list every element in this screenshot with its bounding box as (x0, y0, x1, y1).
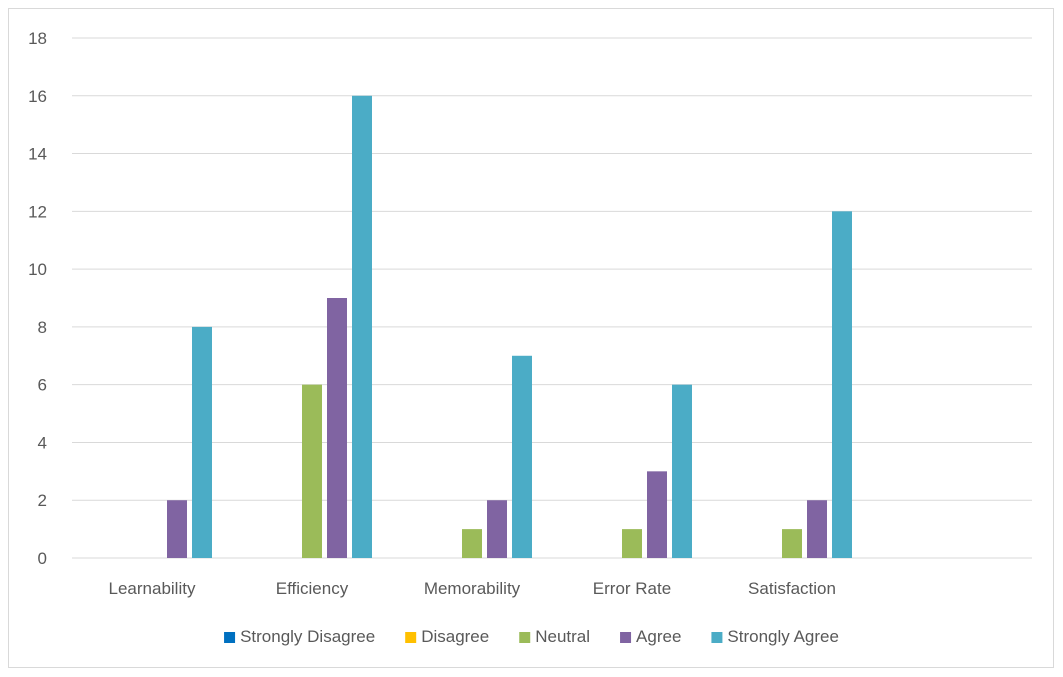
bar (352, 95, 372, 559)
bar (622, 529, 642, 558)
y-tick-label: 18 (28, 29, 47, 48)
x-tick-label: Satisfaction (748, 579, 836, 598)
bar (487, 500, 507, 558)
y-tick-label: 12 (28, 202, 47, 221)
legend-label: Neutral (535, 627, 590, 646)
x-tick-label: Error Rate (593, 579, 671, 598)
legend-swatch (405, 632, 417, 643)
bar (462, 529, 482, 558)
y-tick-label: 10 (28, 260, 47, 279)
y-tick-label: 16 (28, 87, 47, 106)
legend-label: Agree (636, 627, 681, 646)
y-axis-ticks: 0 2 4 6 8 10 12 14 16 18 (28, 29, 47, 568)
bar (512, 355, 532, 558)
y-tick-label: 14 (28, 145, 47, 164)
legend-swatch (620, 632, 632, 643)
x-tick-label: Learnability (109, 579, 196, 598)
bar (327, 298, 347, 558)
y-tick-label: 2 (38, 491, 47, 510)
bar (167, 500, 187, 558)
legend-swatch (711, 632, 723, 643)
x-axis-ticks: Learnability Efficiency Memorability Error … (109, 579, 836, 598)
y-tick-label: 6 (38, 376, 47, 395)
legend-item: Disagree (405, 627, 489, 646)
legend-label: Strongly Disagree (240, 627, 375, 646)
bar (672, 384, 692, 558)
legend-swatch (224, 632, 236, 643)
gridlines (72, 37, 1032, 559)
x-tick-label: Memorability (424, 579, 521, 598)
legend-item: Strongly Disagree (224, 627, 375, 646)
bar (302, 384, 322, 558)
y-tick-label: 4 (38, 433, 47, 452)
legend-item: Neutral (519, 627, 590, 646)
bar (782, 529, 802, 558)
y-tick-label: 0 (38, 549, 47, 568)
bar (832, 211, 852, 559)
bar (807, 500, 827, 558)
legend-item: Strongly Agree (711, 627, 839, 646)
legend-item: Agree (620, 627, 681, 646)
y-tick-label: 8 (38, 318, 47, 337)
bar (192, 326, 212, 558)
x-tick-label: Efficiency (276, 579, 349, 598)
legend-label: Disagree (421, 627, 489, 646)
bars (167, 95, 852, 559)
legend-swatch (519, 632, 531, 643)
bar (647, 471, 667, 558)
legend-label: Strongly Agree (727, 627, 839, 646)
legend: Strongly Disagree Disagree Neutral Agree Str… (224, 627, 839, 646)
